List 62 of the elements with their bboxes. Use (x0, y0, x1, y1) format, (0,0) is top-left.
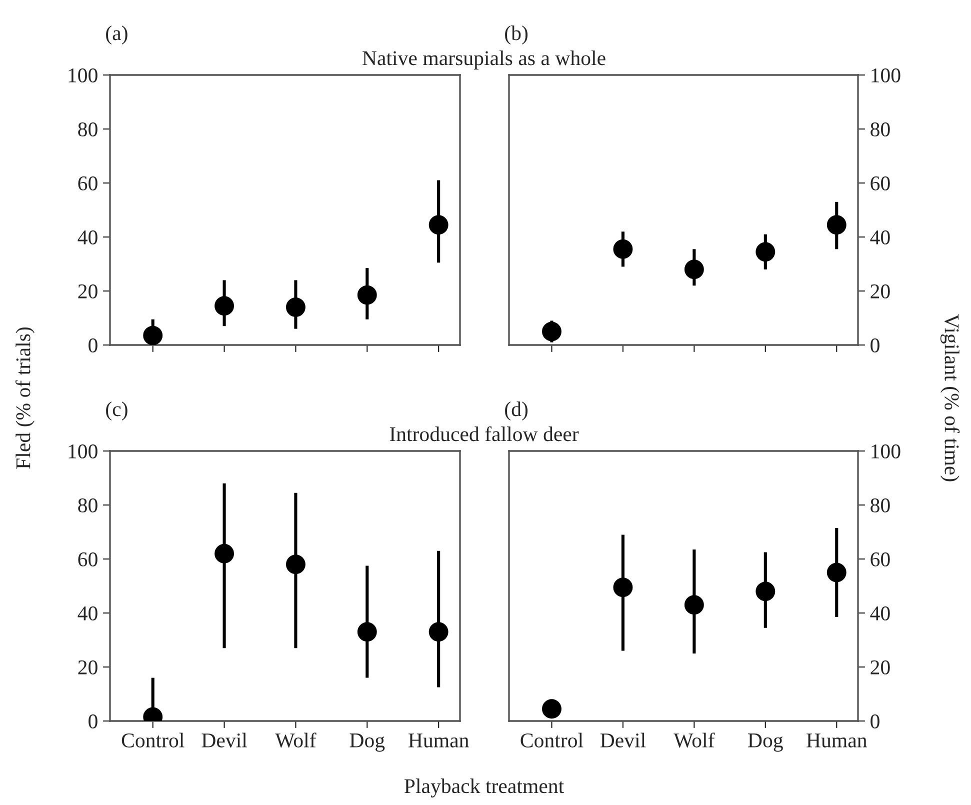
point (542, 322, 562, 342)
point (357, 622, 377, 642)
x-tick-label: Control (122, 732, 184, 748)
y-tick-label: 0 (870, 714, 880, 728)
y-tick-label: 20 (870, 660, 890, 674)
y-tick-label: 60 (78, 176, 98, 190)
point (756, 242, 776, 262)
text: (d) (505, 402, 528, 420)
x-tick-label: Devil (202, 732, 248, 748)
y-tick-label: 40 (78, 230, 98, 244)
point (756, 582, 776, 602)
x-tick-label: Human (408, 734, 469, 748)
text: (a) (106, 26, 128, 44)
y-tick-label: 40 (870, 230, 890, 244)
point (684, 595, 704, 615)
point (428, 622, 448, 642)
y-tick-label: 0 (870, 338, 880, 352)
y-tick-label: 60 (870, 552, 890, 566)
y-axis-title: Fled (% of trials) (15, 327, 35, 469)
point (826, 215, 846, 235)
point (214, 544, 234, 564)
x-tick-label: Dog (350, 734, 385, 752)
point (613, 578, 633, 598)
chart-title: Introduced fallow deer (390, 426, 579, 442)
point (286, 554, 306, 574)
x-tick-label: Dog (748, 734, 783, 752)
y-axis-title: Vigilant (% of time) (940, 314, 960, 482)
y-tick-label: 60 (870, 176, 890, 190)
y-tick-label: 20 (78, 284, 98, 298)
y-tick-label: 80 (78, 498, 98, 512)
point (357, 285, 377, 305)
y-tick-label: 60 (78, 552, 98, 566)
y-tick-label: 100 (872, 68, 900, 82)
x-tick-label: Wolf (275, 732, 316, 748)
x-axis-title: Playback treatment (404, 778, 564, 798)
y-tick-label: 100 (872, 444, 900, 458)
point (143, 326, 163, 345)
y-tick-label: 40 (78, 606, 98, 620)
point (542, 699, 562, 719)
y-tick-label: 100 (68, 68, 98, 82)
point (826, 562, 846, 582)
y-tick-label: 20 (870, 284, 890, 298)
point (286, 297, 306, 317)
point (684, 260, 704, 280)
chart-title: Native marsupials as a whole (362, 50, 606, 70)
y-tick-label: 80 (870, 122, 890, 136)
text: (b) (505, 26, 528, 44)
y-tick-label: 0 (88, 338, 98, 352)
y-tick-label: 100 (68, 444, 98, 458)
y-tick-label: 80 (870, 498, 890, 512)
y-tick-label: 40 (870, 606, 890, 620)
y-tick-label: 20 (78, 660, 98, 674)
x-tick-label: Control (520, 732, 584, 748)
y-tick-label: 80 (78, 122, 98, 136)
y-tick-label: 0 (88, 714, 98, 728)
point (214, 296, 234, 316)
point (428, 215, 448, 235)
point (613, 239, 633, 259)
x-tick-label: Devil (600, 732, 646, 748)
x-tick-label: Human (806, 734, 867, 748)
text: (c) (106, 402, 128, 420)
x-tick-label: Wolf (674, 732, 715, 748)
